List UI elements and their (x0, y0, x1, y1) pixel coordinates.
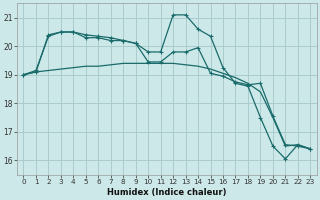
X-axis label: Humidex (Indice chaleur): Humidex (Indice chaleur) (107, 188, 227, 197)
